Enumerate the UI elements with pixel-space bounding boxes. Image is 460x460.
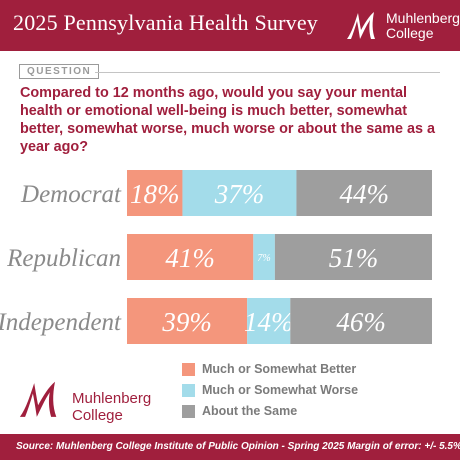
header-brand: Muhlenberg College (344, 10, 460, 44)
data-label-republican-about-the-same: 51% (329, 243, 379, 273)
footer-banner: Source: Muhlenberg College Institute of … (0, 434, 460, 460)
muhlenberg-logo-icon (19, 381, 57, 417)
bar-democrat-about-the-same (296, 170, 432, 216)
muhlenberg-logo-icon (347, 12, 375, 39)
legend-label-worse: Much or Somewhat Worse (202, 383, 359, 397)
legend-label-same: About the Same (202, 404, 298, 418)
question-text: Compared to 12 months ago, would you say… (20, 85, 436, 155)
bar-republican-much-or-somewhat-worse (253, 234, 275, 280)
data-label-democrat-about-the-same: 44% (339, 179, 389, 209)
header-banner: 2025 Pennsylvania Health Survey Muhlenbe… (0, 0, 460, 51)
bar-republican-about-the-same (274, 234, 432, 280)
source-note: Source: Muhlenberg College Institute of … (16, 441, 460, 452)
page-title: 2025 Pennsylvania Health Survey (13, 10, 318, 35)
question-tag: QUESTION (19, 64, 100, 79)
legend-swatch-better (182, 363, 195, 376)
data-label-democrat-much-or-somewhat-worse: 37% (214, 179, 265, 209)
data-label-independent-much-or-somewhat-better: 39% (161, 307, 212, 337)
category-label-independent: Independent (0, 309, 122, 336)
data-label-independent-about-the-same: 46% (336, 307, 386, 337)
header-brand-line1: Muhlenberg (386, 10, 460, 26)
header-brand-text: Muhlenberg College (386, 11, 460, 41)
data-label-democrat-much-or-somewhat-better: 18% (130, 179, 180, 209)
bar-democrat-much-or-somewhat-worse (182, 170, 297, 216)
footer-brand-line1: Muhlenberg (72, 390, 152, 407)
header-brand-line2: College (386, 25, 434, 41)
bar-republican-much-or-somewhat-better (127, 234, 254, 280)
bar-independent-about-the-same (290, 298, 432, 344)
question-divider (95, 72, 440, 73)
bar-independent-much-or-somewhat-worse (247, 298, 291, 344)
footer-brand-line2: College (72, 407, 123, 424)
category-label-democrat: Democrat (20, 181, 122, 208)
data-label-republican-much-or-somewhat-worse: 7% (257, 253, 270, 264)
footer-brand: Muhlenberg College (16, 378, 176, 428)
bar-independent-much-or-somewhat-better (127, 298, 248, 344)
legend-swatch-worse (182, 384, 195, 397)
bar-democrat-much-or-somewhat-better (127, 170, 183, 216)
data-label-independent-much-or-somewhat-worse: 14% (244, 307, 294, 337)
legend-label-better: Much or Somewhat Better (202, 362, 357, 376)
category-label-republican: Republican (6, 245, 121, 272)
data-label-republican-much-or-somewhat-better: 41% (165, 243, 215, 273)
stacked-bar-chart: Democrat 18% 37% 44% Republican 41% 7% 51% Indep… (0, 170, 432, 344)
footer-brand-text: Muhlenberg College (72, 390, 151, 424)
legend-swatch-same (182, 405, 195, 418)
